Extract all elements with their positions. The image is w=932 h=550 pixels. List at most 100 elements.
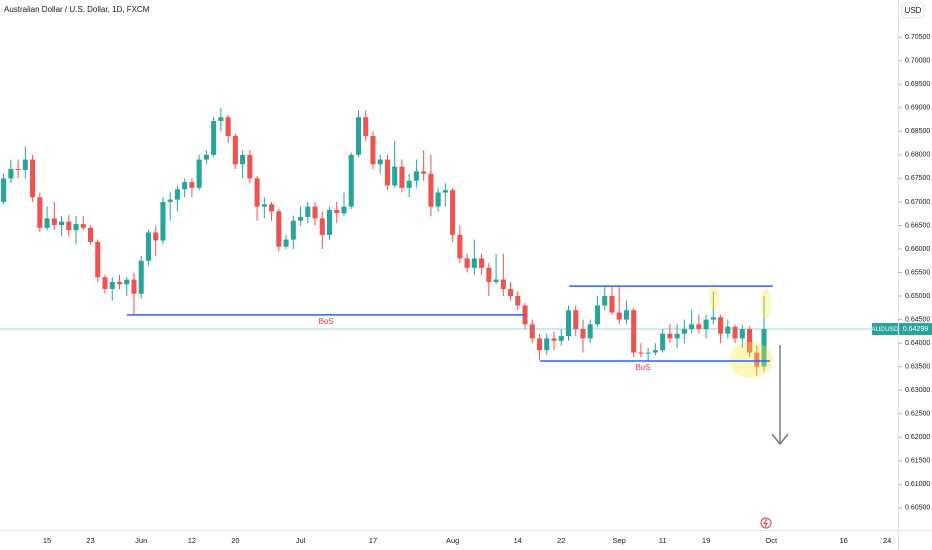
y-tick-label: 0.68000 — [905, 152, 930, 159]
candle-body — [681, 329, 687, 334]
highlight — [761, 289, 771, 319]
candle-body — [508, 289, 514, 297]
candle-body — [189, 182, 195, 188]
symbol-tag — [872, 323, 898, 336]
candle-body — [529, 324, 535, 339]
event-icon[interactable] — [760, 517, 772, 529]
x-tick-label: 11 — [659, 536, 667, 545]
candle-body — [638, 352, 644, 354]
candle-body — [174, 189, 180, 200]
candle-body — [131, 279, 137, 294]
candle-body — [66, 221, 72, 231]
candle-body — [124, 279, 130, 285]
candle-body — [1, 178, 7, 202]
candle-body — [631, 310, 637, 353]
candle-body — [457, 234, 463, 259]
candle-body — [73, 224, 79, 231]
candle-body — [218, 117, 224, 121]
candle-body — [486, 267, 492, 282]
y-tick-label: 0.62500 — [905, 411, 930, 418]
candle-body — [464, 258, 470, 268]
candle-body — [580, 329, 586, 339]
x-tick-label: 15 — [43, 536, 51, 545]
candle-body — [522, 305, 528, 325]
candle-body — [203, 154, 209, 160]
candle-body — [725, 326, 731, 334]
candle-body — [95, 241, 101, 278]
candle-body — [754, 352, 760, 367]
candle-body — [8, 168, 14, 179]
x-tick-label: 23 — [86, 536, 94, 545]
candle-body — [247, 154, 253, 179]
candle-body — [145, 232, 151, 261]
candle-body — [377, 159, 383, 165]
candle-body — [384, 159, 390, 186]
candle-body — [471, 258, 477, 268]
candle-body — [355, 117, 362, 155]
candle-body — [87, 227, 94, 242]
y-tick-label: 0.69000 — [905, 105, 930, 112]
candle-body — [363, 117, 369, 137]
candle-body — [196, 159, 202, 188]
candle-body — [703, 319, 709, 330]
candle-body — [406, 180, 412, 188]
x-tick-label: 14 — [514, 536, 522, 545]
y-tick-label: 0.64000 — [905, 340, 930, 347]
candle-body — [167, 199, 173, 202]
candle-body — [51, 218, 57, 225]
candle-body — [761, 329, 767, 367]
candle-body — [442, 190, 448, 193]
arrow — [771, 345, 789, 446]
x-tick-label: 12 — [188, 536, 196, 545]
candle-body — [573, 310, 579, 330]
candle-body — [269, 204, 275, 212]
price-tag — [899, 323, 932, 336]
x-tick-label: 22 — [557, 536, 565, 545]
event-icon-bolt — [763, 518, 768, 528]
currency-button[interactable] — [901, 2, 925, 19]
level-label: BoS — [318, 317, 333, 326]
candle-body — [710, 317, 716, 320]
candle-body — [102, 277, 108, 290]
y-tick-label: 0.65500 — [905, 269, 930, 276]
candle-body — [370, 136, 376, 165]
y-tick-label: 0.68500 — [905, 128, 930, 135]
candle-body — [594, 305, 600, 325]
candle-body — [211, 120, 217, 155]
candle-body — [399, 166, 405, 188]
candle-body — [674, 333, 680, 339]
candle-body — [305, 206, 311, 217]
currency-label: USD — [905, 6, 922, 15]
candle-body — [732, 326, 738, 339]
y-tick-label: 0.66000 — [905, 246, 930, 253]
candle-body — [667, 333, 673, 339]
candle-body — [544, 338, 550, 351]
candle-body — [435, 192, 441, 207]
y-tick-label: 0.62000 — [905, 434, 930, 441]
candle-body — [565, 310, 572, 337]
candle-body — [298, 216, 304, 221]
chart-title: Australian Dollar / U.S. Dollar, 1D, FXC… — [4, 5, 150, 14]
y-tick-label: 0.66500 — [905, 222, 930, 229]
x-tick-label: 19 — [702, 536, 710, 545]
x-tick-label: Jul — [296, 536, 306, 545]
candle-body — [609, 296, 615, 313]
candle-body — [240, 154, 246, 165]
candle-body — [80, 224, 86, 228]
candle-body — [44, 218, 50, 228]
candle-body — [500, 279, 506, 290]
x-tick-label: Jun — [135, 536, 147, 545]
candle-body — [747, 329, 753, 353]
candle-body — [116, 281, 123, 285]
symbol-tag-label: AUDUSD — [871, 326, 899, 333]
y-tick-label: 0.61500 — [905, 458, 930, 465]
candle-body — [493, 279, 499, 282]
y-tick-label: 0.63000 — [905, 387, 930, 394]
x-tick-label: 17 — [369, 536, 377, 545]
candle-body — [109, 281, 115, 290]
candle-body — [232, 136, 238, 165]
y-tick-label: 0.64500 — [905, 316, 930, 323]
candle-body — [602, 296, 608, 306]
x-tick-label: 20 — [231, 536, 239, 545]
